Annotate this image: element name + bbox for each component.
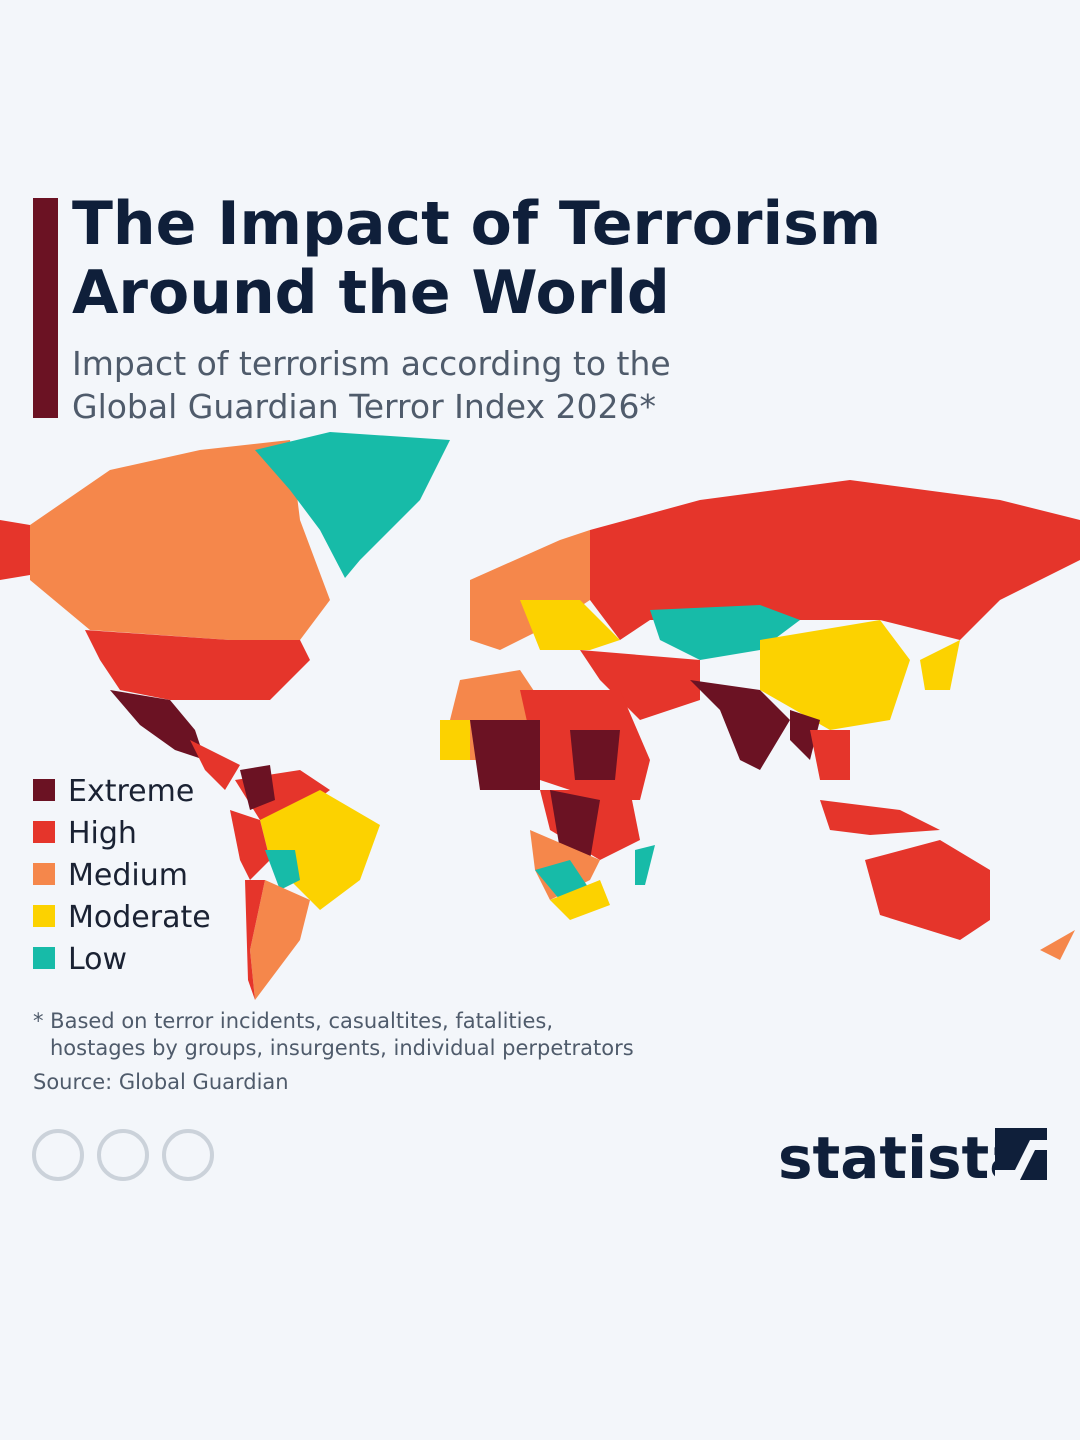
license-icons xyxy=(32,1129,214,1181)
subtitle: Global Guardian Terror Index 2026* xyxy=(72,387,656,426)
legend-label: Extreme xyxy=(68,774,194,809)
legend-swatch xyxy=(33,863,55,885)
legend-label: Medium xyxy=(68,858,188,893)
source: Source: Global Guardian xyxy=(33,1070,289,1094)
title-bar xyxy=(33,198,58,418)
legend: Extreme High Medium Moderate Low xyxy=(33,774,211,977)
brand: statista xyxy=(778,1124,1028,1192)
title: The Impact of Terrorism xyxy=(72,189,881,259)
footnote: hostages by groups, insurgents, individu… xyxy=(50,1036,634,1060)
legend-swatch xyxy=(33,947,55,969)
legend-label: High xyxy=(68,816,137,851)
legend-swatch xyxy=(33,905,55,927)
legend-swatch xyxy=(33,779,55,801)
legend-label: Moderate xyxy=(68,900,211,935)
world-map xyxy=(0,432,1080,1000)
subtitle: Impact of terrorism according to the xyxy=(72,344,671,383)
legend-label: Low xyxy=(68,942,127,977)
title: Around the World xyxy=(72,258,670,328)
brand-logo xyxy=(995,1128,1047,1180)
footnote: * Based on terror incidents, casualtites… xyxy=(33,1009,553,1033)
legend-swatch xyxy=(33,821,55,843)
